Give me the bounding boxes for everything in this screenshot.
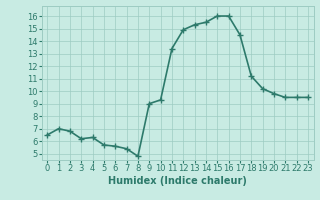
X-axis label: Humidex (Indice chaleur): Humidex (Indice chaleur) [108, 176, 247, 186]
